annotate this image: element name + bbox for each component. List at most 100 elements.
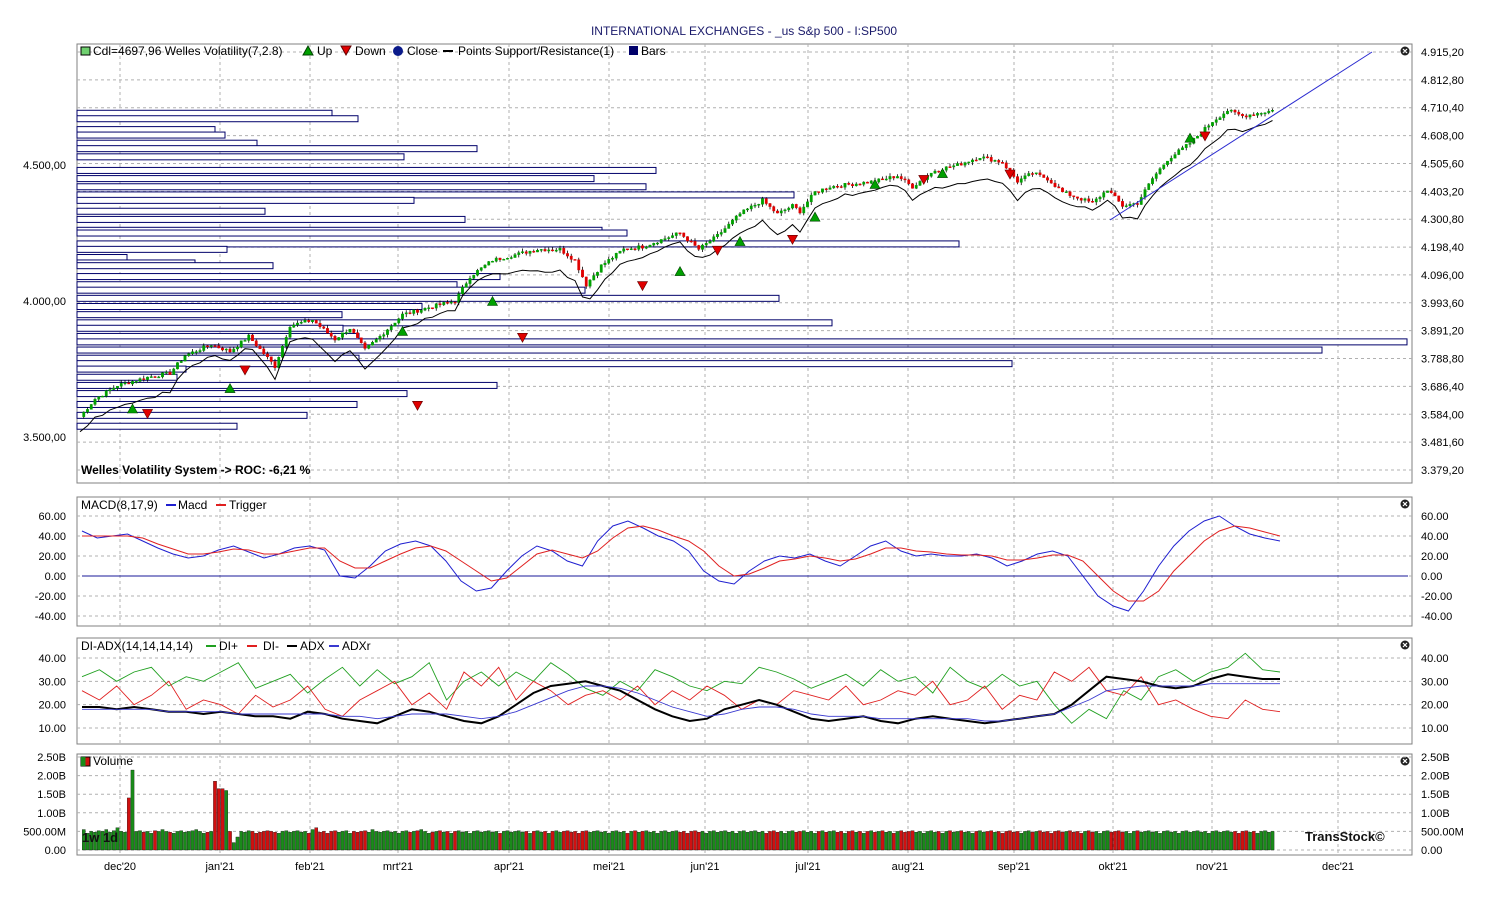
volume-at-price-bar bbox=[76, 115, 359, 123]
x-tick-label: nov'21 bbox=[1196, 861, 1228, 873]
candle-body bbox=[157, 376, 161, 379]
candle-body bbox=[599, 264, 603, 273]
candle-body bbox=[217, 345, 221, 349]
candle-body bbox=[1076, 196, 1079, 199]
legend-text: Volume bbox=[93, 754, 133, 768]
volume-bar bbox=[1207, 833, 1211, 851]
volume-bar bbox=[1034, 831, 1039, 851]
candle-body bbox=[633, 248, 637, 250]
volume-bar bbox=[127, 797, 131, 851]
candle-body bbox=[911, 183, 914, 189]
candle-body bbox=[971, 159, 974, 163]
candle-body bbox=[498, 257, 502, 260]
close-x-icon[interactable] bbox=[1402, 642, 1408, 648]
close-x-icon[interactable] bbox=[1402, 758, 1408, 764]
chart-title: INTERNATIONAL EXCHANGES - _us S&p 500 - … bbox=[590, 24, 898, 38]
candle-body bbox=[836, 186, 839, 188]
volume-bar bbox=[149, 833, 153, 851]
candle-body bbox=[791, 204, 794, 209]
candle-body bbox=[352, 328, 356, 333]
candle-body bbox=[1162, 164, 1166, 169]
volume-bar bbox=[1192, 831, 1196, 851]
candle-body bbox=[588, 279, 592, 287]
candle-body bbox=[209, 345, 213, 347]
volume-bar bbox=[618, 831, 622, 851]
candle-body bbox=[716, 234, 719, 237]
candle-body bbox=[1158, 168, 1162, 174]
volume-at-price-bar bbox=[76, 131, 226, 139]
volume-bar bbox=[584, 830, 589, 851]
volume-bar bbox=[888, 831, 892, 851]
volume-bar bbox=[678, 831, 682, 851]
volume-bar bbox=[1038, 830, 1042, 851]
volume-bar bbox=[254, 833, 258, 851]
down-point-marker bbox=[516, 332, 529, 343]
volume-bar bbox=[1113, 831, 1117, 851]
y-tick-label-left: 3.500,00 bbox=[23, 432, 66, 444]
y-tick-label-left: 30.00 bbox=[38, 676, 66, 688]
candle-body bbox=[742, 209, 746, 215]
candle-body bbox=[1031, 173, 1034, 175]
x-tick-label: mei'21 bbox=[593, 861, 625, 873]
volume-bar bbox=[738, 831, 742, 851]
x-tick-label: jun'21 bbox=[689, 861, 719, 873]
volume-bar bbox=[250, 831, 255, 851]
volume-bar bbox=[1064, 831, 1069, 851]
candle-body bbox=[367, 345, 371, 349]
volume-bar bbox=[790, 830, 795, 851]
volume-bar bbox=[1042, 831, 1046, 851]
volume-bar bbox=[246, 830, 251, 851]
volume-bar bbox=[524, 831, 529, 851]
candle-body bbox=[101, 395, 104, 398]
candle-body bbox=[637, 245, 641, 250]
volume-bar bbox=[471, 831, 476, 851]
period-label: 1w 1d bbox=[82, 830, 119, 845]
volume-bar bbox=[760, 831, 765, 851]
volume-bar bbox=[599, 831, 604, 851]
candle-body bbox=[543, 249, 547, 252]
volume-at-price-bar bbox=[76, 191, 795, 199]
up-point-marker bbox=[869, 178, 881, 189]
volume-bar bbox=[592, 831, 596, 851]
volume-bar bbox=[363, 830, 367, 851]
volume-at-price-bar bbox=[76, 229, 628, 237]
volume-bar bbox=[1150, 831, 1155, 851]
volume-bar bbox=[925, 831, 930, 851]
volume-bar bbox=[689, 831, 694, 851]
volume-bar bbox=[629, 831, 634, 851]
y-tick-label-left: 40.00 bbox=[38, 653, 66, 665]
candle-body bbox=[303, 319, 307, 323]
up-point-marker bbox=[1184, 132, 1196, 143]
volume-bar bbox=[209, 831, 213, 851]
volume-bar bbox=[674, 830, 679, 851]
candle-body bbox=[888, 176, 892, 180]
candle-body bbox=[1128, 204, 1132, 206]
candle-body bbox=[423, 308, 427, 311]
up-point-marker bbox=[126, 403, 139, 414]
candle-body bbox=[404, 312, 408, 315]
volume-bar bbox=[153, 830, 157, 851]
volume-bar bbox=[704, 833, 709, 851]
candle-body bbox=[584, 276, 588, 287]
candle-body bbox=[798, 207, 802, 214]
legend-text: DI-ADX(14,14,14,14) bbox=[81, 639, 193, 653]
y-tick-label-right: 4.403,20 bbox=[1421, 186, 1464, 198]
candle-body bbox=[1079, 198, 1083, 201]
volume-bar bbox=[145, 831, 150, 851]
volume-at-price-bar bbox=[76, 422, 238, 430]
y-tick-label-right: -40.00 bbox=[1421, 611, 1452, 623]
volume-bar bbox=[1124, 831, 1129, 851]
volume-bar bbox=[610, 831, 615, 851]
candle-body bbox=[273, 361, 277, 368]
candle-body bbox=[1049, 179, 1053, 184]
candle-body bbox=[858, 183, 862, 186]
volume-at-price-bar bbox=[76, 196, 415, 204]
volume-bar bbox=[1233, 831, 1237, 851]
candle-body bbox=[948, 166, 952, 168]
close-x-icon[interactable] bbox=[1402, 501, 1408, 507]
candle-body bbox=[1169, 157, 1173, 162]
candle-body bbox=[761, 198, 764, 205]
candle-body bbox=[183, 355, 187, 362]
candle-body bbox=[449, 301, 453, 304]
